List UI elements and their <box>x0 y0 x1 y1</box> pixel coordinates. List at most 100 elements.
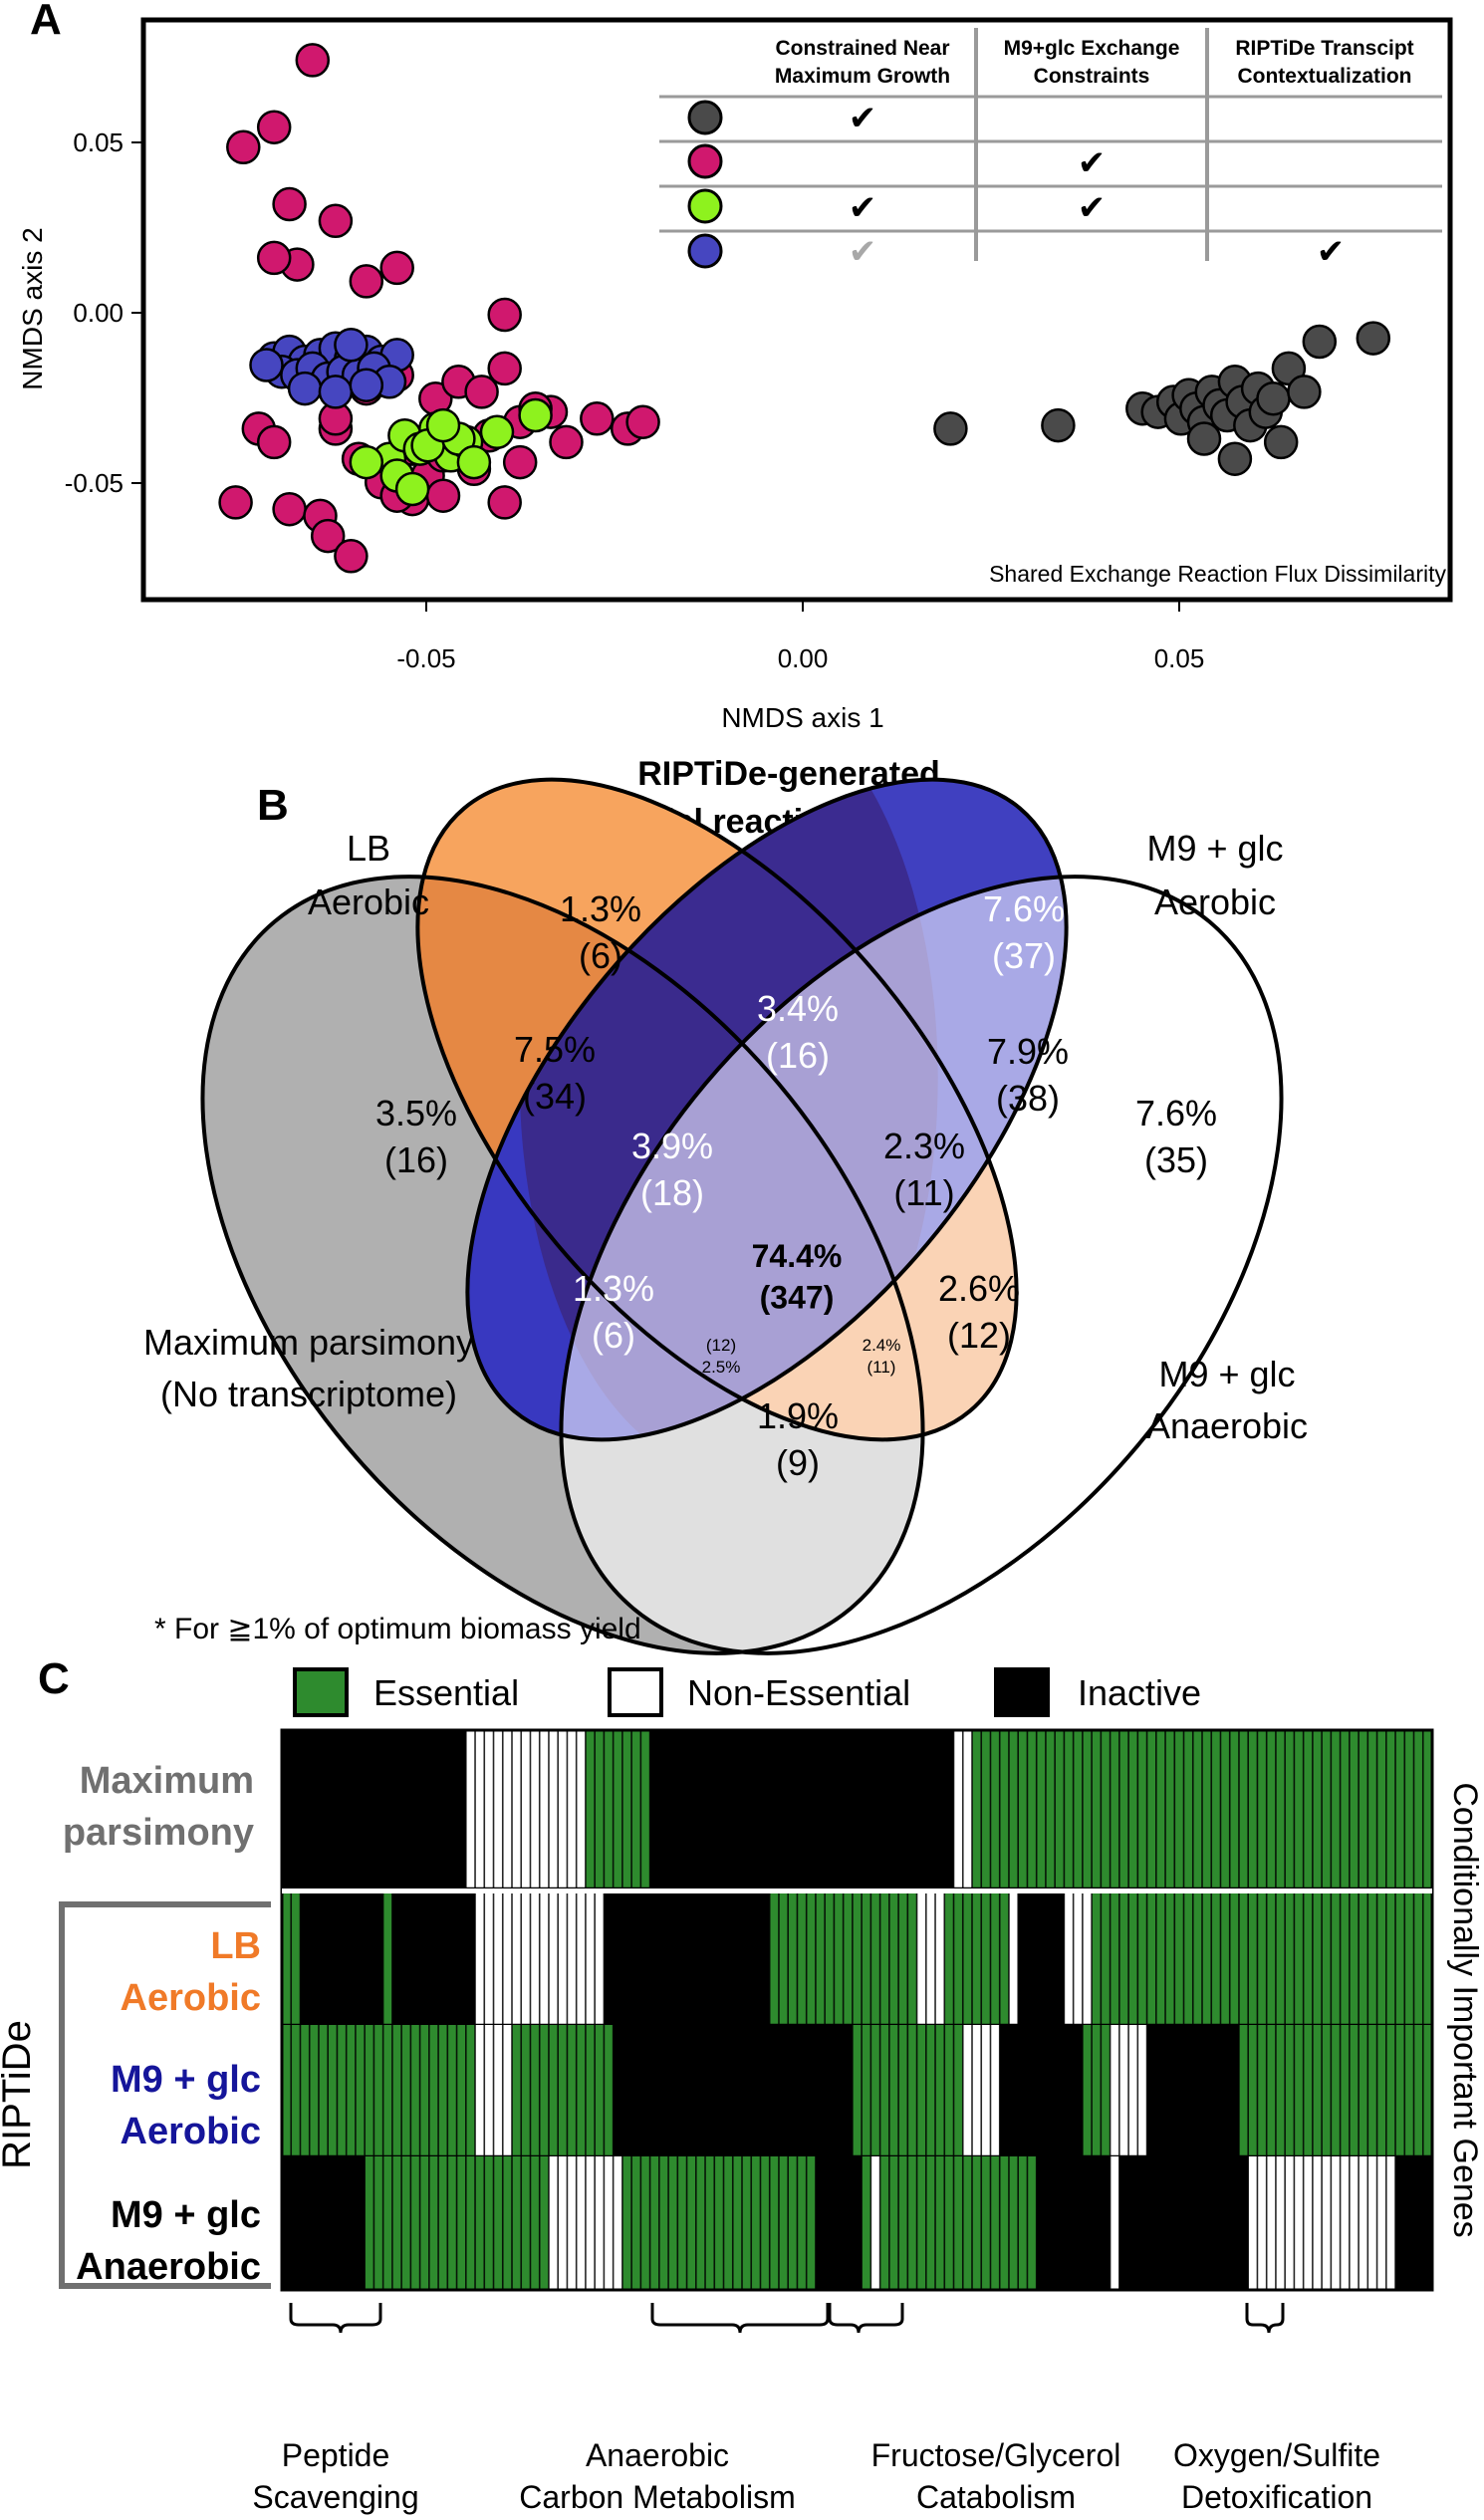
heatmap-cell <box>1018 1730 1028 1889</box>
check-icon: ✔ <box>849 189 877 227</box>
venn-region-value: 2.5% <box>702 1358 741 1377</box>
heatmap-cell <box>1192 1893 1203 2025</box>
heatmap-cell <box>778 1893 789 2025</box>
heatmap-cell <box>401 2156 411 2290</box>
category-label: Catabolism <box>916 2479 1076 2515</box>
heatmap-cell <box>493 2156 504 2290</box>
scatter-point <box>256 424 292 460</box>
heatmap-cell <box>631 2156 641 2290</box>
heatmap-cell <box>1322 2025 1332 2156</box>
panel-a-label: A <box>30 0 62 44</box>
heatmap-cell <box>1275 2025 1286 2156</box>
category-label: Scavenging <box>252 2479 418 2515</box>
heatmap-cell <box>1211 2156 1221 2290</box>
y-axis-label: NMDS axis 2 <box>17 227 48 389</box>
heatmap-cell <box>1395 1730 1405 1889</box>
heatmap-cell <box>1266 2025 1277 2156</box>
heatmap-cell <box>355 1730 366 1889</box>
heatmap-separator <box>282 1889 1432 1893</box>
category-labels: Peptide Scavenging Anaerobic Carbon Meta… <box>252 2437 1380 2515</box>
heatmap-cell <box>401 1893 411 2025</box>
heatmap-cell <box>751 2025 761 2156</box>
x-axis: -0.05 0.00 0.05 NMDS axis 1 <box>396 600 1204 733</box>
heatmap-cell <box>1340 1730 1351 1889</box>
heatmap-cell <box>907 2156 917 2290</box>
heatmap-cell <box>328 1893 338 2025</box>
heatmap-cell <box>1422 2025 1432 2156</box>
y-tick-label: -0.05 <box>65 468 124 498</box>
heatmap-cell <box>862 1893 871 2025</box>
heatmap-cell <box>465 2025 476 2156</box>
scatter-point <box>464 375 499 409</box>
heatmap-cell <box>1266 1893 1277 2025</box>
heatmap-cell <box>391 1730 402 1889</box>
heatmap-cell <box>760 2156 771 2290</box>
scatter-point <box>425 407 461 443</box>
scatter-point <box>349 368 384 402</box>
heatmap-cell <box>1082 2025 1093 2156</box>
y-axis: 0.05 0.00 -0.05 NMDS axis 2 <box>17 127 143 498</box>
heatmap-cell <box>1174 1893 1184 2025</box>
heatmap-cell <box>981 1730 991 1889</box>
category-label: Carbon Metabolism <box>519 2479 795 2515</box>
heatmap-cell <box>1128 2025 1138 2156</box>
table-header: Contextualization <box>1237 65 1411 88</box>
gene-essentiality-heatmap <box>282 1730 1432 2290</box>
heatmap-cell <box>1229 2156 1240 2290</box>
heatmap-cell <box>879 2156 890 2290</box>
heatmap-cell <box>907 1893 917 2025</box>
scatter-point <box>1217 441 1253 476</box>
heatmap-cell <box>1349 1730 1360 1889</box>
condition-table: Constrained Near Maximum Growth M9+glc E… <box>659 28 1442 271</box>
heatmap-cell <box>428 2025 439 2156</box>
row-label-maximum-parsimony: Maximum <box>80 1760 254 1802</box>
heatmap-cell <box>373 2156 383 2290</box>
heatmap-cell <box>649 1730 660 1889</box>
venn-region-value: (12) <box>706 1336 736 1355</box>
heatmap-cell <box>1110 1730 1120 1889</box>
scatter-point <box>487 351 522 386</box>
heatmap-cell <box>962 1730 973 1889</box>
heatmap-cell <box>1248 1730 1258 1889</box>
table-header: Maximum Growth <box>775 65 950 88</box>
heatmap-cell <box>512 1730 522 1889</box>
heatmap-cell <box>1312 1893 1323 2025</box>
heatmap-cell <box>1385 1730 1396 1889</box>
heatmap-cell <box>502 2156 513 2290</box>
heatmap-cell <box>410 2025 420 2156</box>
set-label-maximum-parsimony: (No transcriptome) <box>160 1374 457 1414</box>
heatmap-cell <box>1155 1730 1166 1889</box>
heatmap-cell <box>944 2156 954 2290</box>
set-label-lb: Aerobic <box>308 882 429 922</box>
heatmap-cell <box>428 2156 439 2290</box>
heatmap-cell <box>1137 2025 1147 2156</box>
y-tick-label: 0.00 <box>73 298 124 328</box>
heatmap-cell <box>567 1730 577 1889</box>
panel-b: B RIPTiDe-generated model reaction overl… <box>143 673 1308 1655</box>
heatmap-cell <box>475 1730 485 1889</box>
scatter-point <box>1186 421 1222 456</box>
heatmap-cell <box>337 1730 347 1889</box>
heatmap-cell <box>686 2156 697 2290</box>
heatmap-cell <box>382 1893 393 2025</box>
heatmap-cell <box>668 2156 678 2290</box>
heatmap-cell <box>742 1730 752 1889</box>
heatmap-cell <box>346 1730 357 1889</box>
heatmap-cell <box>1395 1893 1405 2025</box>
heatmap-cell <box>972 1730 982 1889</box>
venn-region-value: (34) <box>523 1076 587 1117</box>
venn-region-value: 3.4% <box>757 988 839 1029</box>
heatmap-cell <box>972 1893 982 2025</box>
heatmap-cell <box>328 2156 338 2290</box>
heatmap-cell <box>1294 2156 1304 2290</box>
heatmap-cell <box>1238 2156 1249 2290</box>
table-header: M9+glc Exchange <box>1004 37 1180 60</box>
scatter-point <box>479 414 515 450</box>
heatmap-cell <box>1322 1730 1332 1889</box>
scatter-point <box>334 539 369 574</box>
heatmap-cell <box>1146 1730 1157 1889</box>
heatmap-cell <box>677 2025 687 2156</box>
heatmap-cell <box>1211 1730 1221 1889</box>
heatmap-cell <box>852 1893 863 2025</box>
heatmap-cell <box>346 2025 357 2156</box>
